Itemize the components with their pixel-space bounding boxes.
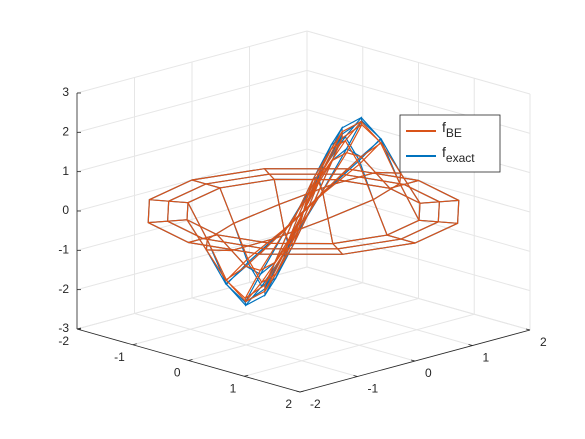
x-tick-label: -1 — [114, 350, 125, 364]
x-tick-label: 1 — [230, 381, 237, 395]
mesh-spoke — [302, 152, 419, 212]
tick-mark — [244, 374, 249, 377]
legend-subscript: exact — [446, 151, 475, 165]
legend-label: fexact — [442, 144, 475, 165]
mesh — [147, 116, 460, 307]
z-tick-label: 3 — [62, 85, 69, 99]
mesh-spoke — [188, 211, 305, 271]
legend-label: fBE — [442, 119, 462, 140]
mesh-spoke — [259, 211, 304, 255]
y-tick-label: -2 — [310, 397, 321, 411]
tick-mark — [525, 328, 531, 331]
grid-line — [191, 297, 416, 362]
y-tick-label: 0 — [425, 366, 432, 380]
grid-line — [306, 266, 531, 331]
mesh-spoke — [302, 139, 416, 244]
x-tick-label: 2 — [285, 397, 292, 411]
x-tick-label: 0 — [174, 366, 181, 380]
grid-line — [134, 313, 358, 377]
z-tick-label: 1 — [62, 164, 69, 178]
tick-mark — [410, 359, 416, 362]
legend-name: f — [442, 119, 446, 135]
tick-mark — [76, 327, 82, 330]
mesh-spoke — [302, 178, 344, 255]
legend-subscript: BE — [446, 126, 462, 140]
x-tick-label: -2 — [58, 334, 69, 348]
tick-mark — [353, 375, 358, 377]
legend-box — [399, 114, 501, 173]
z-tick-label: -3 — [58, 321, 69, 335]
tick-mark — [295, 390, 301, 393]
z-tick-label: 2 — [62, 125, 69, 139]
y-tick-label: 1 — [483, 351, 490, 365]
z-tick-label: -1 — [58, 243, 69, 257]
y-tick-label: 2 — [540, 335, 547, 349]
grid-line — [249, 282, 473, 346]
tick-mark — [299, 390, 305, 393]
z-tick-label: -2 — [58, 282, 69, 296]
z-tick-label: 0 — [62, 203, 69, 217]
mesh-spoke — [303, 168, 348, 212]
tick-mark — [188, 359, 193, 361]
mesh-spoke — [148, 211, 305, 300]
mesh-spoke — [191, 179, 305, 284]
tick-mark — [132, 343, 137, 346]
legend-name: f — [442, 144, 446, 160]
mesh-spoke — [302, 123, 459, 212]
tick-mark — [468, 344, 473, 346]
mesh-spoke — [263, 168, 305, 245]
y-tick-label: -1 — [368, 382, 379, 396]
